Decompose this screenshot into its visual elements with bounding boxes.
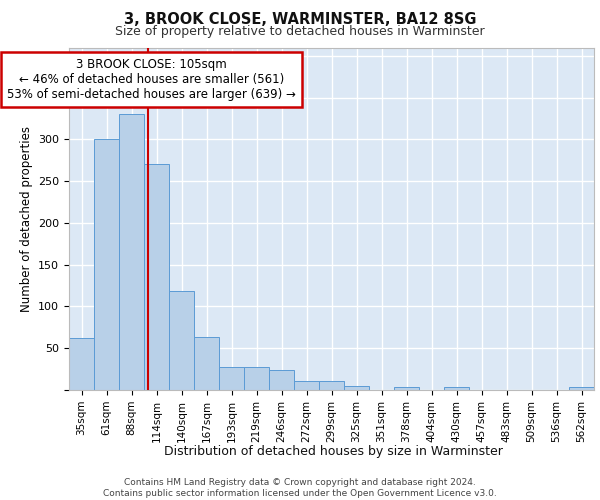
Bar [269, 370, 294, 390]
Bar [244, 366, 269, 390]
Bar [219, 366, 244, 390]
Text: Distribution of detached houses by size in Warminster: Distribution of detached houses by size … [164, 444, 502, 458]
Text: Size of property relative to detached houses in Warminster: Size of property relative to detached ho… [115, 25, 485, 38]
Bar [394, 386, 419, 390]
Text: 3 BROOK CLOSE: 105sqm
← 46% of detached houses are smaller (561)
53% of semi-det: 3 BROOK CLOSE: 105sqm ← 46% of detached … [7, 58, 296, 102]
Bar [94, 140, 119, 390]
Bar [69, 338, 94, 390]
Bar [569, 386, 594, 390]
Bar [294, 381, 319, 390]
Bar [444, 386, 469, 390]
Y-axis label: Number of detached properties: Number of detached properties [20, 126, 32, 312]
Bar [119, 114, 144, 390]
Bar [169, 292, 194, 390]
Bar [144, 164, 169, 390]
Bar [344, 386, 369, 390]
Text: 3, BROOK CLOSE, WARMINSTER, BA12 8SG: 3, BROOK CLOSE, WARMINSTER, BA12 8SG [124, 12, 476, 28]
Bar [194, 338, 219, 390]
Bar [319, 381, 344, 390]
Text: Contains HM Land Registry data © Crown copyright and database right 2024.
Contai: Contains HM Land Registry data © Crown c… [103, 478, 497, 498]
